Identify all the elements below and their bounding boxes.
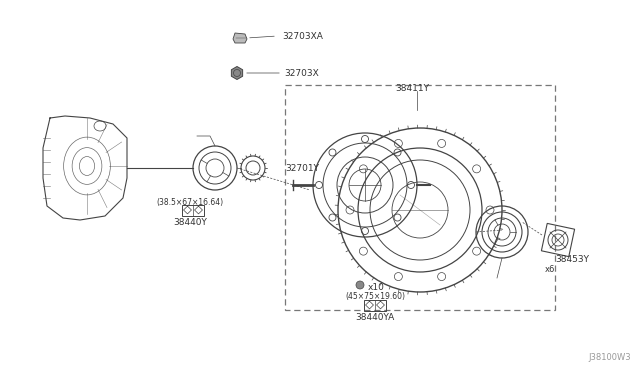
Text: 38411Y: 38411Y (395, 83, 429, 93)
Text: 38440Y: 38440Y (173, 218, 207, 227)
Bar (285, 85, 555, 310)
Text: J38100W3: J38100W3 (589, 353, 631, 362)
Text: 32703X: 32703X (284, 68, 319, 77)
Text: (45×75×19.60): (45×75×19.60) (345, 292, 405, 301)
Text: 38440YA: 38440YA (355, 312, 395, 321)
Text: 32703XA: 32703XA (282, 32, 323, 41)
Text: 32701Y: 32701Y (285, 164, 319, 173)
Polygon shape (232, 67, 243, 80)
Text: x6: x6 (545, 266, 556, 275)
Text: (38.5×67×16.64): (38.5×67×16.64) (156, 198, 223, 206)
Text: x10: x10 (368, 282, 385, 292)
Bar (364, 299, 386, 311)
Polygon shape (233, 33, 247, 43)
Bar (182, 205, 204, 215)
Circle shape (356, 281, 364, 289)
Text: 38453Y: 38453Y (555, 256, 589, 264)
